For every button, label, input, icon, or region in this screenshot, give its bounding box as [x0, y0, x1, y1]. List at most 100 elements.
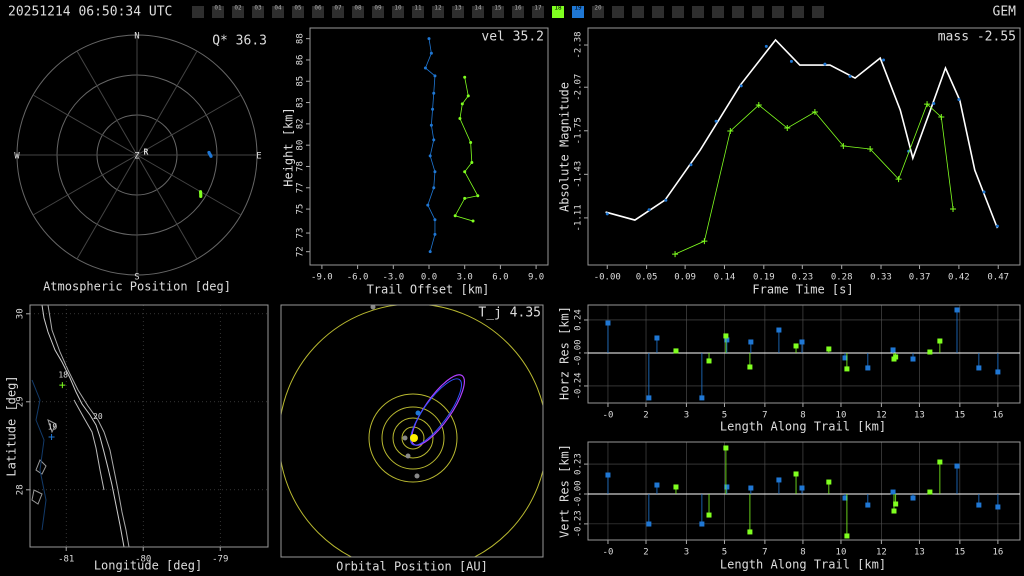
- data-point: [432, 91, 436, 95]
- plot-frame: [309, 27, 549, 266]
- data-point: [891, 508, 897, 514]
- y-axis-label: Height [km]: [282, 107, 296, 186]
- data-point: [954, 307, 960, 313]
- x-tick-label: 0.37: [909, 273, 931, 283]
- data-point: [784, 125, 791, 132]
- data-point: [826, 346, 832, 352]
- station-box: [432, 6, 444, 18]
- data-point: [893, 354, 899, 360]
- station-label: 06: [314, 5, 322, 12]
- station-box: [712, 6, 724, 18]
- data-point: [699, 521, 705, 527]
- coastline: [31, 305, 130, 547]
- data-point: [654, 482, 660, 488]
- station-box: [452, 6, 464, 18]
- x-tick-label: 0.42: [948, 273, 970, 283]
- data-point: [844, 533, 850, 539]
- station-box: [772, 6, 784, 18]
- station-label: 11: [414, 5, 422, 12]
- data-point: [673, 484, 679, 490]
- x-axis-label: Length Along Trail [km]: [720, 558, 886, 572]
- annotation: T_j 4.35: [478, 306, 541, 321]
- x-tick-label: 6.0: [492, 273, 508, 283]
- data-point: [59, 382, 66, 389]
- data-point: [895, 176, 902, 183]
- x-tick-label: -0: [603, 548, 614, 558]
- data-point: [747, 364, 753, 370]
- compass-label: S: [134, 273, 139, 283]
- data-point: [995, 369, 1001, 375]
- data-point: [793, 343, 799, 349]
- y-tick-label: 77: [296, 182, 306, 193]
- y-tick-label: -0.00: [574, 339, 584, 366]
- data-point: [647, 208, 651, 212]
- y-tick-label: 78: [296, 161, 306, 172]
- data-point: [890, 489, 896, 495]
- station-box: [272, 6, 284, 18]
- x-tick-label: 9.0: [528, 273, 544, 283]
- station-name: 19: [48, 423, 58, 432]
- spoke: [136, 154, 242, 216]
- x-tick-label: 3: [684, 411, 689, 421]
- x-tick-label: 0.09: [674, 273, 696, 283]
- spoke: [32, 94, 138, 156]
- data-point: [826, 479, 832, 485]
- data-point: [471, 219, 475, 223]
- x-tick-label: 10: [836, 411, 847, 421]
- x-tick-label: 7: [762, 548, 767, 558]
- station-label: 14: [474, 5, 482, 12]
- station-box: [392, 6, 404, 18]
- y-tick-label: 0.23: [574, 453, 584, 475]
- data-point: [463, 196, 467, 200]
- station-box: [192, 6, 204, 18]
- data-point: [689, 163, 693, 167]
- y-tick-label: -1.75: [574, 117, 584, 144]
- plot-frame: [587, 27, 1021, 266]
- data-point: [428, 154, 432, 158]
- x-tick-label: 13: [914, 548, 925, 558]
- data-point: [431, 107, 435, 111]
- data-point: [476, 194, 480, 198]
- data-point: [673, 348, 679, 354]
- x-tick-label: 0.28: [831, 273, 853, 283]
- x-tick-label: 12: [876, 548, 887, 558]
- data-point: [938, 114, 945, 121]
- data-point: [865, 365, 871, 371]
- station-box: [792, 6, 804, 18]
- data-point: [432, 138, 436, 142]
- y-tick-label: 80: [296, 140, 306, 151]
- data-point: [842, 495, 848, 501]
- data-point: [867, 146, 874, 153]
- y-axis-label: Latitude [deg]: [5, 375, 19, 476]
- shower-code: GEM: [993, 5, 1017, 20]
- data-point: [882, 58, 886, 62]
- station-box: [652, 6, 664, 18]
- x-tick-label: -3.0: [382, 273, 404, 283]
- data-point: [776, 327, 782, 333]
- data-point: [605, 320, 611, 326]
- station-box: [732, 6, 744, 18]
- data-point: [470, 160, 474, 164]
- x-tick-label: 15: [954, 548, 965, 558]
- data-point: [701, 238, 708, 245]
- station-box: [352, 6, 364, 18]
- spoke: [76, 154, 138, 260]
- plot-frame: [280, 304, 544, 558]
- station-label: 19: [574, 5, 582, 12]
- station-label: 16: [514, 5, 522, 12]
- data-point: [463, 170, 467, 174]
- y-tick-label: 0.24: [574, 309, 584, 331]
- data-point: [995, 504, 1001, 510]
- x-tick-label: 12: [876, 411, 887, 421]
- x-tick-label: -0.00: [594, 273, 621, 283]
- station-label: 08: [354, 5, 362, 12]
- data-point: [927, 489, 933, 495]
- data-point: [48, 434, 55, 440]
- x-tick-label: 0.23: [791, 273, 813, 283]
- data-point: [793, 471, 799, 477]
- y-tick-label: 28: [16, 484, 26, 495]
- x-axis-label: Frame Time [s]: [752, 283, 853, 297]
- station-box: [372, 6, 384, 18]
